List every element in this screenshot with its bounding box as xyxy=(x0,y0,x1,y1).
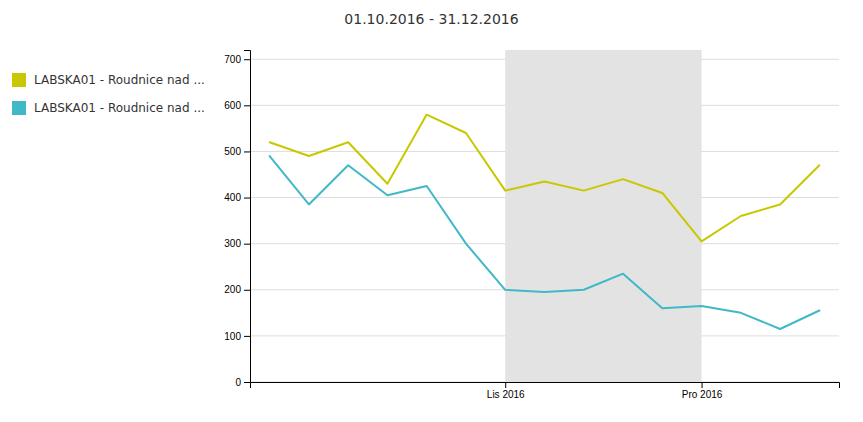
y-tick-label: 500 xyxy=(224,146,241,157)
plot: 0 100 200 300 400 500 600 700 Lis 2016 Pro 2016 xyxy=(224,50,839,400)
y-axis-line xyxy=(244,51,251,383)
title: 01.10.2016 - 31.12.2016 xyxy=(344,11,518,27)
y-tick-mark xyxy=(244,290,250,291)
x-axis-line xyxy=(251,383,840,389)
y-tick: 0 xyxy=(235,377,250,388)
y-tick-mark xyxy=(244,336,250,337)
y-tick-mark xyxy=(244,244,250,245)
y-tick: 600 xyxy=(224,100,250,111)
x-tick-label: Pro 2016 xyxy=(682,389,723,400)
y-tick-label: 0 xyxy=(235,377,241,388)
x-axis: Lis 2016 Pro 2016 xyxy=(251,382,840,400)
y-tick-mark xyxy=(244,105,250,106)
y-tick: 300 xyxy=(224,238,250,249)
legend-label: LABSKA01 - Roudnice nad ... xyxy=(34,101,205,115)
legend-label: LABSKA01 - Roudnice nad ... xyxy=(34,73,205,87)
x-tick-mark xyxy=(505,382,506,388)
marks xyxy=(270,50,820,382)
x-tick: Lis 2016 xyxy=(487,382,525,400)
y-tick-label: 100 xyxy=(224,331,241,342)
y-tick-label: 600 xyxy=(224,100,241,111)
chart: 01.10.2016 - 31.12.2016 0 100 200 300 400 500 6… xyxy=(0,0,863,422)
legend-item: LABSKA01 - Roudnice nad ... xyxy=(12,101,205,115)
y-tick-label: 400 xyxy=(224,192,241,203)
y-tick-label: 700 xyxy=(224,54,241,65)
y-tick: 100 xyxy=(224,331,250,342)
y-tick-mark xyxy=(244,151,250,152)
legend-swatch xyxy=(12,73,26,87)
y-tick: 200 xyxy=(224,284,250,295)
y-tick-mark xyxy=(244,59,250,60)
y-tick-mark xyxy=(244,198,250,199)
legend-item: LABSKA01 - Roudnice nad ... xyxy=(12,73,205,87)
x-tick-label: Lis 2016 xyxy=(487,389,525,400)
y-tick-mark xyxy=(244,382,250,383)
legend: LABSKA01 - Roudnice nad ... LABSKA01 - Ro… xyxy=(12,73,205,115)
series-line xyxy=(270,156,820,329)
highlight-region xyxy=(505,50,701,382)
y-axis: 0 100 200 300 400 500 600 700 xyxy=(224,51,250,388)
legend-swatch xyxy=(12,101,26,115)
y-tick: 700 xyxy=(224,54,250,65)
y-tick: 400 xyxy=(224,192,250,203)
y-tick-label: 200 xyxy=(224,284,241,295)
y-tick: 500 xyxy=(224,146,250,157)
x-tick-mark xyxy=(702,382,703,388)
series-line xyxy=(270,115,820,242)
y-tick-label: 300 xyxy=(224,238,241,249)
x-tick: Pro 2016 xyxy=(682,382,723,400)
